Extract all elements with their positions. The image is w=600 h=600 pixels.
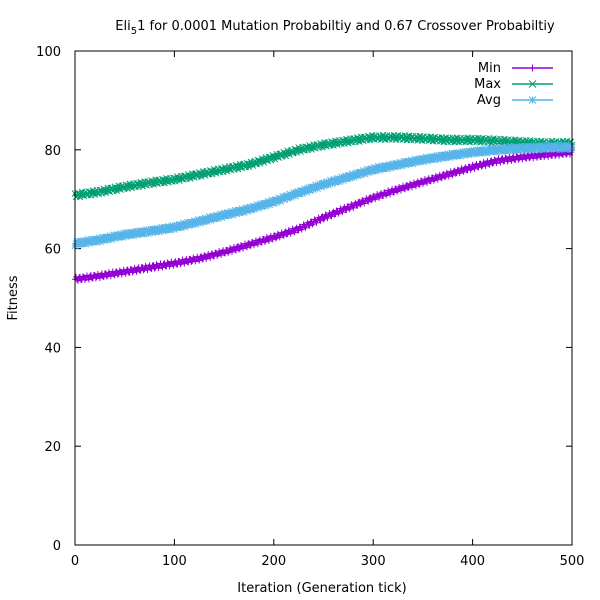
y-tick-label: 100 xyxy=(36,45,61,60)
data-point-max xyxy=(446,139,449,141)
data-point-min xyxy=(273,236,275,239)
data-point-min xyxy=(496,159,499,162)
data-point-max xyxy=(496,140,499,142)
data-point-avg xyxy=(198,220,201,223)
y-axis-label: Fitness xyxy=(6,275,21,320)
data-point-max xyxy=(397,136,399,139)
series-layer xyxy=(71,131,576,284)
data-point-min xyxy=(446,173,449,176)
legend-label-min: Min xyxy=(478,61,501,76)
legend-item-min: Min xyxy=(478,61,553,76)
series-min xyxy=(72,147,575,284)
x-tick-label: 300 xyxy=(361,554,386,569)
legend-marker-max xyxy=(528,80,537,88)
data-point-max xyxy=(99,190,101,193)
data-point-max xyxy=(273,156,275,159)
data-point-avg xyxy=(496,149,499,151)
data-point-min xyxy=(546,153,548,156)
data-point-min xyxy=(99,274,101,277)
legend-marker-avg xyxy=(528,96,537,104)
data-point-max xyxy=(422,137,424,140)
data-point-min xyxy=(471,166,474,168)
data-point-max xyxy=(173,178,176,181)
data-point-avg xyxy=(521,147,524,150)
plot-frame xyxy=(74,50,573,546)
data-point-avg xyxy=(422,158,424,161)
data-point-min xyxy=(347,206,350,209)
legend-item-avg: Avg xyxy=(477,93,553,108)
data-point-avg xyxy=(123,233,126,236)
data-point-min xyxy=(372,196,375,199)
x-axis-label: Iteration (Generation tick) xyxy=(237,581,406,596)
data-point-avg xyxy=(99,238,101,241)
data-point-max xyxy=(471,139,474,141)
data-point-max xyxy=(198,173,201,176)
y-tick-label: 80 xyxy=(44,144,61,159)
legend-marker-min xyxy=(529,64,536,72)
y-tick-label: 20 xyxy=(44,440,61,455)
data-point-avg xyxy=(322,183,325,186)
data-point-avg xyxy=(273,200,275,203)
data-point-min xyxy=(173,262,176,265)
data-point-min xyxy=(297,228,300,230)
chart-title-main: Eli xyxy=(115,19,130,34)
data-point-avg xyxy=(173,226,176,229)
data-point-min xyxy=(148,266,151,269)
y-tick-label: 0 xyxy=(53,539,61,554)
series-min-markers xyxy=(72,147,575,284)
x-tick-label: 0 xyxy=(71,554,79,569)
data-point-avg xyxy=(546,146,548,149)
data-point-avg xyxy=(347,176,350,178)
data-point-min xyxy=(198,257,201,260)
data-point-max xyxy=(223,168,225,171)
data-point-min xyxy=(521,156,524,159)
legend-label-avg: Avg xyxy=(477,93,501,108)
data-point-max xyxy=(123,186,126,188)
chart-title-sub: 5 xyxy=(131,26,137,37)
data-point-avg xyxy=(148,230,151,233)
data-point-max xyxy=(297,149,300,151)
x-tick-label: 100 xyxy=(162,554,187,569)
data-point-max xyxy=(248,163,250,166)
data-point-avg xyxy=(297,191,300,194)
data-point-avg xyxy=(397,163,399,166)
data-point-max xyxy=(372,136,375,139)
data-point-min xyxy=(223,251,225,253)
axis-ticks: 0 100 200 300 400 500 0 20 40 60 80 100 xyxy=(36,45,584,569)
data-point-max xyxy=(322,144,325,146)
data-point-min xyxy=(397,188,399,191)
chart-title-rest: 1 for 0.0001 Mutation Probabiltiy and 0.… xyxy=(137,19,555,34)
data-point-max xyxy=(148,182,151,184)
legend-item-max: Max xyxy=(474,77,553,92)
y-tick-label: 40 xyxy=(44,341,61,356)
data-point-avg xyxy=(372,168,375,171)
series-min-line xyxy=(74,148,573,283)
series-avg xyxy=(71,141,576,250)
data-point-min xyxy=(422,181,424,183)
data-point-min xyxy=(123,271,126,273)
data-point-avg xyxy=(471,151,474,154)
data-point-min xyxy=(322,216,325,219)
y-tick-label: 60 xyxy=(44,243,61,258)
x-tick-label: 200 xyxy=(261,554,286,569)
data-point-avg xyxy=(223,214,225,216)
legend-label-max: Max xyxy=(474,77,501,92)
chart-title: Eli51 for 0.0001 Mutation Probabiltiy an… xyxy=(115,19,555,37)
series-avg-line xyxy=(74,143,573,247)
data-point-avg xyxy=(248,208,250,210)
x-tick-label: 500 xyxy=(560,554,585,569)
data-point-min xyxy=(248,243,250,246)
data-point-avg xyxy=(446,154,449,157)
data-point-max xyxy=(347,140,350,142)
x-tick-label: 400 xyxy=(460,554,485,569)
